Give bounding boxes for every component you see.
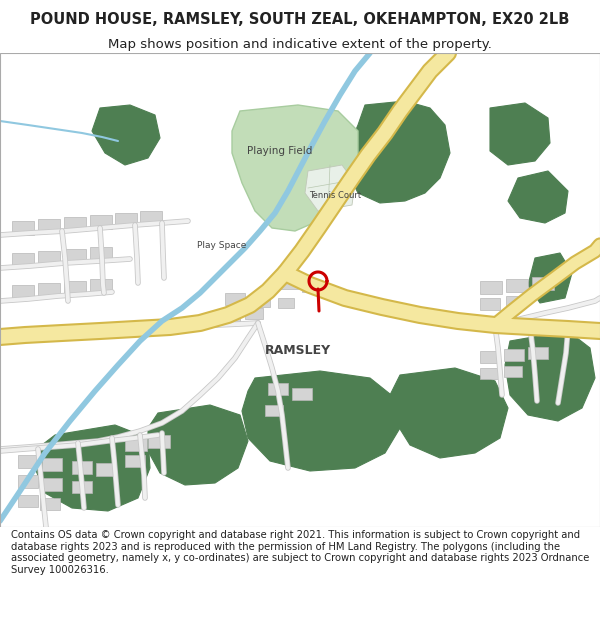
Polygon shape xyxy=(72,481,92,493)
Polygon shape xyxy=(250,295,270,307)
Polygon shape xyxy=(532,277,554,290)
Text: Playing Field: Playing Field xyxy=(247,146,313,156)
Polygon shape xyxy=(64,249,86,263)
Polygon shape xyxy=(125,438,147,451)
Polygon shape xyxy=(12,221,34,235)
Polygon shape xyxy=(18,455,38,468)
Polygon shape xyxy=(268,383,288,395)
Polygon shape xyxy=(92,105,160,165)
Polygon shape xyxy=(528,347,548,359)
Polygon shape xyxy=(96,463,116,476)
Text: Map shows position and indicative extent of the property.: Map shows position and indicative extent… xyxy=(108,38,492,51)
Polygon shape xyxy=(90,215,112,229)
Polygon shape xyxy=(35,425,150,511)
Polygon shape xyxy=(265,405,283,416)
Polygon shape xyxy=(115,213,137,226)
Polygon shape xyxy=(225,293,245,305)
Polygon shape xyxy=(148,405,248,485)
Polygon shape xyxy=(90,279,112,292)
Polygon shape xyxy=(348,101,450,203)
Polygon shape xyxy=(508,171,568,223)
Polygon shape xyxy=(38,251,60,265)
Polygon shape xyxy=(18,495,38,507)
Polygon shape xyxy=(506,279,528,292)
Polygon shape xyxy=(504,366,522,377)
Polygon shape xyxy=(305,165,355,211)
Polygon shape xyxy=(42,458,62,471)
Polygon shape xyxy=(90,247,112,261)
Polygon shape xyxy=(64,281,86,295)
Polygon shape xyxy=(504,349,524,361)
Text: RAMSLEY: RAMSLEY xyxy=(265,344,331,357)
Polygon shape xyxy=(528,253,572,303)
Polygon shape xyxy=(280,278,298,289)
Polygon shape xyxy=(278,298,294,308)
Polygon shape xyxy=(232,105,358,231)
Polygon shape xyxy=(140,211,162,224)
Polygon shape xyxy=(222,311,240,322)
Polygon shape xyxy=(40,498,60,510)
Polygon shape xyxy=(505,331,595,421)
Polygon shape xyxy=(292,388,312,400)
Polygon shape xyxy=(506,296,526,308)
Polygon shape xyxy=(38,219,60,233)
Polygon shape xyxy=(64,217,86,231)
Polygon shape xyxy=(480,368,498,379)
Polygon shape xyxy=(480,298,500,310)
Polygon shape xyxy=(480,351,500,363)
Text: Play Space: Play Space xyxy=(197,241,247,249)
Text: Tennis Court: Tennis Court xyxy=(309,191,361,199)
Polygon shape xyxy=(12,285,34,299)
Polygon shape xyxy=(72,461,92,474)
Polygon shape xyxy=(245,308,263,319)
Text: Contains OS data © Crown copyright and database right 2021. This information is : Contains OS data © Crown copyright and d… xyxy=(11,530,589,575)
Polygon shape xyxy=(490,103,550,165)
Polygon shape xyxy=(242,371,400,471)
Polygon shape xyxy=(148,435,170,448)
Polygon shape xyxy=(18,475,38,488)
Polygon shape xyxy=(125,455,145,467)
Polygon shape xyxy=(42,478,62,491)
Text: POUND HOUSE, RAMSLEY, SOUTH ZEAL, OKEHAMPTON, EX20 2LB: POUND HOUSE, RAMSLEY, SOUTH ZEAL, OKEHAM… xyxy=(31,12,569,27)
Polygon shape xyxy=(12,253,34,267)
Polygon shape xyxy=(390,368,508,458)
Polygon shape xyxy=(38,283,60,297)
Polygon shape xyxy=(480,281,502,294)
Polygon shape xyxy=(302,281,320,292)
